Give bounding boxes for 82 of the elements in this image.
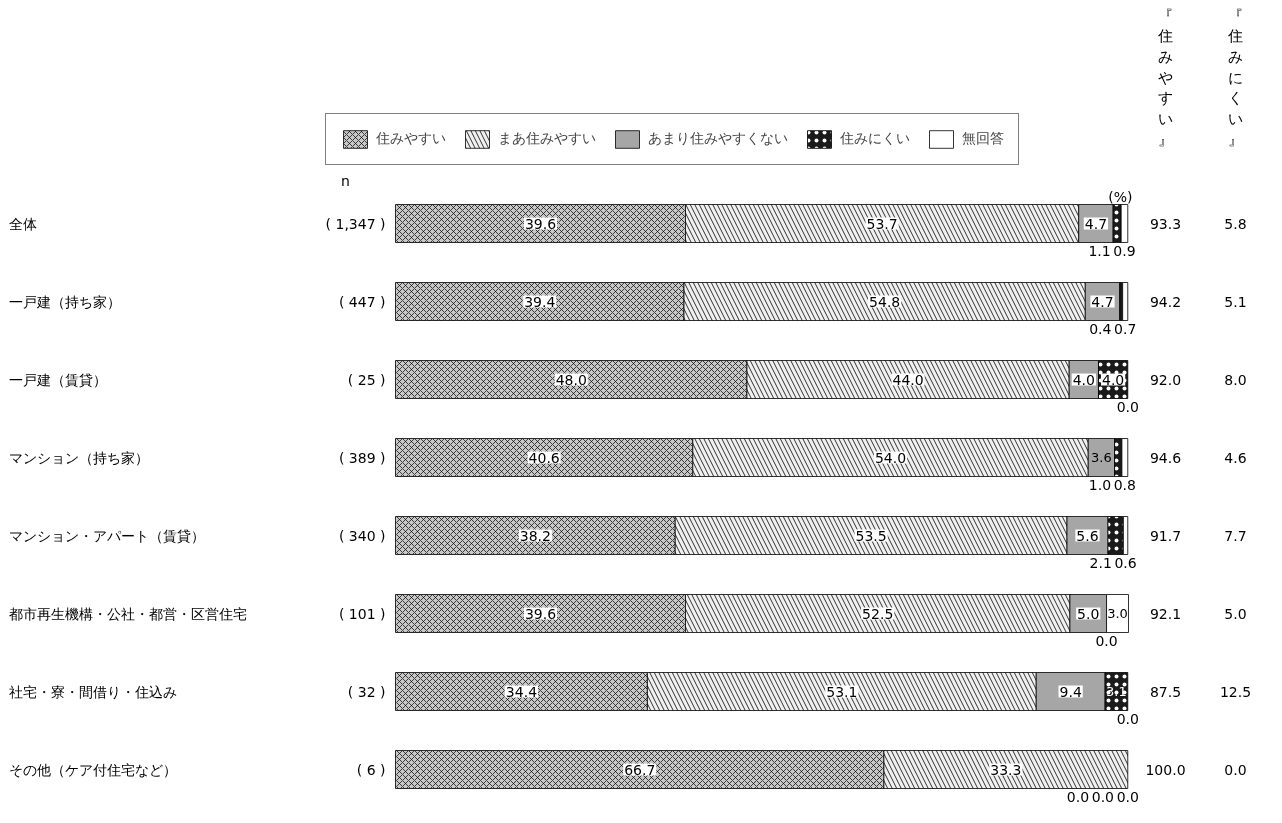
data-label: 1.1	[1088, 242, 1111, 259]
text: 94.6	[1149, 449, 1182, 466]
text: 5.0	[1224, 605, 1247, 622]
data-label: 53.1	[826, 683, 858, 700]
data-label: 3.6	[1091, 450, 1112, 465]
text: 8.0	[1224, 371, 1247, 388]
data-label: 0.0	[1116, 788, 1139, 805]
data-label: 52.5	[862, 605, 894, 622]
data-label: 0.0	[1091, 788, 1114, 805]
data-label: 0.0	[1116, 710, 1139, 727]
data-label: 4.0	[1072, 371, 1095, 388]
data-label: 0.4	[1089, 320, 1112, 337]
text: 『住みにくい』	[1227, 6, 1243, 149]
text: (%)	[1108, 188, 1133, 205]
legend-label: 住みやすい	[376, 130, 446, 148]
data-label: 39.6	[524, 605, 557, 622]
data-label: 5.0	[1077, 605, 1100, 622]
y-tick-label: 社宅・寮・間借り・住込み	[8, 683, 177, 700]
text: 93.3	[1149, 215, 1182, 232]
legend-label: 無回答	[962, 130, 1004, 148]
y-tick-label: マンション（持ち家）	[8, 449, 149, 466]
data-label: 3.1	[1106, 684, 1127, 699]
text: 91.7	[1149, 527, 1182, 544]
y-tick-label: 全体	[8, 215, 37, 232]
data-label: 44.0	[892, 371, 924, 388]
text: ( 32 )	[347, 683, 386, 700]
text: 5.8	[1224, 215, 1247, 232]
data-label: 4.7	[1091, 293, 1114, 310]
text: 0.0	[1224, 761, 1247, 778]
text: 12.5	[1219, 683, 1252, 700]
legend-label: あまり住みやすくない	[648, 130, 788, 148]
data-label: 39.4	[524, 293, 556, 310]
data-label: 1.0	[1088, 476, 1112, 493]
text: 4.6	[1224, 449, 1247, 466]
text: n	[341, 172, 350, 189]
data-label: 38.2	[519, 527, 551, 544]
data-label: 0.0	[1066, 788, 1090, 805]
data-label: 3.0	[1107, 606, 1128, 621]
data-label: 0.0	[1095, 632, 1118, 649]
data-label: 4.0	[1101, 371, 1125, 388]
data-label: 53.5	[855, 527, 887, 544]
text: ( 340 )	[338, 527, 386, 544]
legend-label: まあ住みやすい	[498, 130, 596, 148]
legend-label: 住みにくい	[840, 130, 910, 148]
data-label: 33.3	[990, 761, 1022, 778]
data-label: 0.9	[1113, 242, 1136, 259]
data-label: 9.4	[1059, 683, 1082, 700]
data-label: 53.7	[866, 215, 898, 232]
text: ( 101 )	[338, 605, 386, 622]
y-tick-label: 都市再生機構・公社・都営・区営住宅	[8, 605, 247, 622]
data-label: 0.7	[1114, 320, 1137, 337]
data-label: 66.7	[624, 761, 656, 778]
data-label: 4.7	[1084, 215, 1108, 232]
bar	[1122, 282, 1129, 321]
text: 7.7	[1224, 527, 1247, 544]
data-label: 54.0	[874, 449, 907, 466]
data-label: 39.6	[524, 215, 557, 232]
text: ( 389 )	[338, 449, 386, 466]
text: 100.0	[1145, 761, 1186, 778]
y-tick-label: マンション・アパート（賃貸）	[8, 527, 205, 544]
text: ( 6 )	[356, 761, 386, 778]
text: 『住みやすい』	[1157, 6, 1173, 149]
data-label: 0.0	[1116, 398, 1139, 415]
text: ( 25 )	[347, 371, 386, 388]
data-label: 54.8	[869, 293, 901, 310]
text: 5.1	[1224, 293, 1247, 310]
data-label: 34.4	[505, 683, 538, 700]
text: ( 447 )	[338, 293, 386, 310]
data-label: 40.6	[528, 449, 560, 466]
data-label: 48.0	[555, 371, 587, 388]
data-label: 5.6	[1076, 527, 1099, 544]
text: 92.1	[1149, 605, 1182, 622]
text: 94.2	[1149, 293, 1182, 310]
text: 87.5	[1149, 683, 1182, 700]
y-tick-label: 一戸建（賃貸）	[8, 371, 107, 388]
text: ( 1,347 )	[325, 215, 386, 232]
data-label: 0.8	[1113, 476, 1136, 493]
data-label: 2.1	[1089, 554, 1112, 571]
data-label: 0.6	[1114, 554, 1137, 571]
y-tick-label: その他（ケア付住宅など）	[8, 761, 177, 778]
text: 92.0	[1149, 371, 1182, 388]
y-tick-label: 一戸建（持ち家）	[8, 293, 121, 310]
